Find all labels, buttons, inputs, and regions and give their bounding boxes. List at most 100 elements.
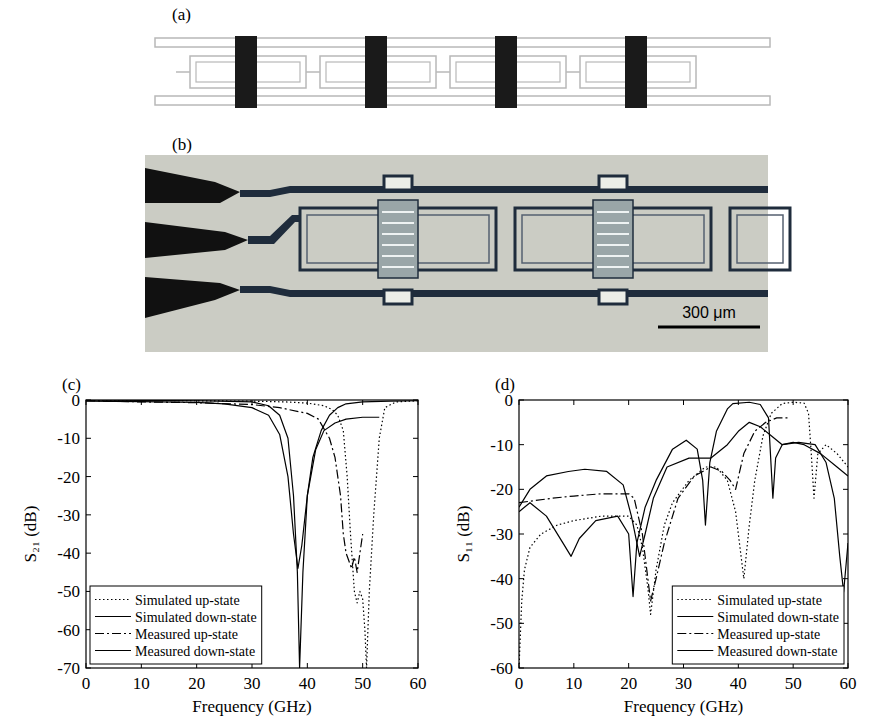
x-tick-label: 10 [565,674,582,693]
y-tick [86,476,91,477]
plot-frame [519,400,848,668]
probe-tip [145,277,240,318]
legend-sample [677,650,713,651]
ground-line [240,186,768,197]
x-tick [86,400,87,405]
y-tick [413,438,418,439]
photo: 300 μm [145,155,790,352]
series-line [519,422,848,556]
series-line [519,402,848,668]
legend: Simulated up-state Simulated down-state Me… [672,586,844,664]
x-tick-label: 30 [244,674,261,693]
switch-detail [597,233,629,235]
pad [599,290,627,304]
y-tick [843,444,848,445]
switch-detail [597,266,629,268]
x-tick-label: 40 [299,674,316,693]
x-tick [307,400,308,405]
mems-switch [593,200,633,278]
legend-label: Simulated up-state [135,593,240,608]
y-tick-label: -40 [490,570,513,589]
legend-label: Simulated down-state [717,610,839,625]
x-tick [362,663,363,668]
legend-sample [677,616,713,617]
y-tick-label: -40 [57,544,80,563]
legend-sample [677,599,713,600]
mems-switch [378,200,418,278]
legend-sample [95,650,131,651]
x-axis-title: Frequency (GHz) [192,697,311,716]
probe-tip [145,168,240,203]
ring-gap [436,71,450,73]
x-tick-label: 20 [188,674,205,693]
series-line [86,401,379,568]
y-tick [86,553,91,554]
y-tick [519,623,524,624]
switch-detail [382,244,414,246]
legend-box [90,586,262,664]
y-tick [519,489,524,490]
y-tick [843,668,848,669]
x-tick-label: 0 [515,674,524,693]
switch-detail [597,211,629,213]
series-group [519,402,848,668]
pad [384,290,412,304]
probe-tip [145,222,248,258]
switch-detail [597,244,629,246]
x-tick [362,400,363,405]
x-tick [793,400,794,405]
y-tick [843,489,848,490]
legend-label: Simulated up-state [717,593,822,608]
x-tick-label: 60 [410,674,427,693]
panel-label: (d) [495,375,515,394]
x-tick [519,663,520,668]
series-line [86,400,418,668]
mems-bridge [495,36,517,108]
legend-label: Measured up-state [135,627,238,642]
switch-detail [382,255,414,257]
y-tick [843,578,848,579]
x-tick [418,663,419,668]
series-line [519,418,788,601]
legend-sample [95,599,131,600]
ring-gap [566,71,580,73]
switch-detail [382,211,414,213]
mems-bridge [365,36,387,108]
panel-label: (c) [62,375,81,394]
switch-detail [382,222,414,224]
x-tick-label: 10 [133,674,150,693]
y-tick-label: -50 [490,614,513,633]
legend: Simulated up-state Simulated down-state Me… [90,586,262,664]
x-tick-label: 40 [730,674,747,693]
y-tick [413,476,418,477]
switch-detail [597,222,629,224]
x-tick [628,663,629,668]
y-tick-label: -20 [57,468,80,487]
y-tick [519,400,524,401]
y-tick-label: -50 [57,582,80,601]
y-tick-label: -20 [490,480,513,499]
switch-detail [382,266,414,268]
scale-bar-label: 300 μm [682,304,736,321]
mems-bridge [235,36,257,108]
y-tick-label: -10 [490,436,513,455]
legend-label: Measured up-state [717,627,820,642]
mems-bridge [625,36,647,108]
x-tick-label: 50 [785,674,802,693]
legend-label: Measured down-state [717,644,837,659]
x-tick [848,400,849,405]
x-tick [628,400,629,405]
pad [384,176,412,190]
y-tick [413,400,418,401]
series-line [519,402,848,596]
x-tick-label: 0 [82,674,91,693]
panel-label: (a) [172,5,191,24]
plot-frame [86,400,418,668]
y-tick-label: -30 [490,525,513,544]
switch-detail [597,255,629,257]
y-axis-title: S₂₁ (dB) [21,506,40,563]
y-tick-label: -70 [57,659,80,678]
legend-label: Simulated down-state [135,610,257,625]
ground-line [240,286,768,297]
x-tick [573,400,574,405]
